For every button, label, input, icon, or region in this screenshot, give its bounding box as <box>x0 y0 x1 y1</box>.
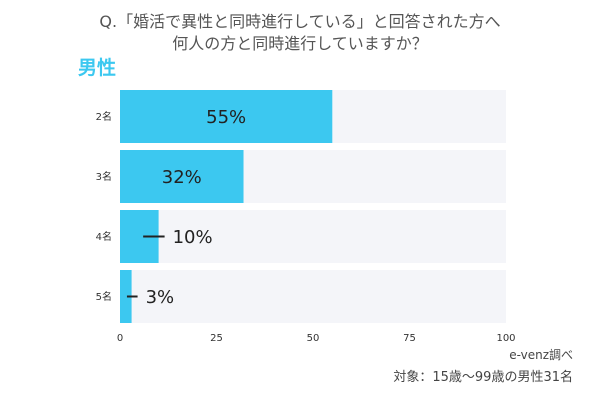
chart-title-line-2: 何人の方と同時進行していますか？ <box>172 34 428 53</box>
data-label-1: 55% <box>206 107 246 128</box>
chart-subtitle-group-label: 男性 <box>78 57 117 79</box>
category-label-1: 2名 <box>96 110 112 123</box>
bar-4 <box>120 270 132 323</box>
bars <box>120 90 333 323</box>
category-label-2: 3名 <box>96 170 112 183</box>
x-tick-label-50: 50 <box>307 333 320 344</box>
category-label-3: 4名 <box>96 230 112 243</box>
labels: 2名 55% 3名 32% 4名 10% 5名 3% <box>96 107 247 308</box>
data-label-2: 32% <box>162 167 202 188</box>
footer-sample-description: 対象：15歳〜99歳の男性31名 <box>393 370 573 385</box>
category-label-4: 5名 <box>96 290 112 303</box>
x-axis-ticks: 0 25 50 75 100 <box>117 333 516 344</box>
x-tick-label-75: 75 <box>403 333 416 344</box>
x-tick-label-0: 0 <box>117 333 123 344</box>
bar-track-4 <box>120 270 506 323</box>
bar-1 <box>120 90 333 143</box>
data-label-3: 10% <box>173 227 213 248</box>
data-label-4: 3% <box>146 287 175 308</box>
x-tick-label-25: 25 <box>210 333 223 344</box>
x-tick-label-100: 100 <box>496 333 515 344</box>
footer-source: e-venz調べ <box>509 348 573 362</box>
chart-title-line-1: Q.「婚活で異性と同時進行している」と回答された方へ <box>99 12 501 31</box>
bar-track-3 <box>120 210 506 263</box>
bar-2 <box>120 150 244 203</box>
